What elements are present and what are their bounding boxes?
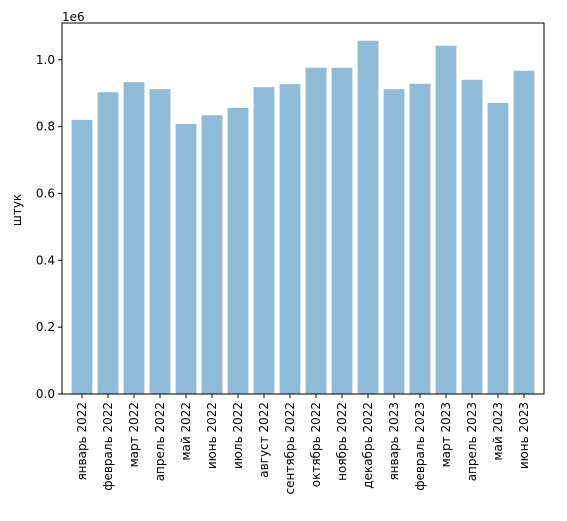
x-tick-label: август 2022: [257, 402, 271, 478]
bar-3: [123, 82, 145, 394]
x-tick-label: март 2022: [127, 402, 141, 467]
y-tick-label: 1.0: [36, 53, 55, 67]
bar-11: [331, 67, 353, 394]
x-tick-label: апрель 2022: [153, 402, 167, 481]
x-tick-label: март 2023: [439, 402, 453, 467]
x-tick-label: апрель 2023: [465, 402, 479, 481]
bars-group: [71, 40, 535, 395]
y-tick-label: 0.2: [36, 320, 55, 334]
bar-14: [409, 83, 431, 394]
y-axis-offset-label: 1e6: [62, 10, 85, 24]
plot-frame: [61, 22, 545, 395]
bar-10: [305, 67, 327, 394]
y-tick-label: 0.4: [36, 253, 55, 267]
x-tick-label: декабрь 2022: [361, 402, 375, 489]
bar-13: [383, 89, 405, 395]
x-tick-label: февраль 2023: [413, 402, 427, 491]
x-axis-ticks: январь 2022 февраль 2022 март 2022 апрель 2…: [75, 394, 531, 494]
y-axis-ticks: 0.0 0.2 0.4 0.6 0.8 1.0: [36, 53, 62, 401]
bar-2: [97, 92, 119, 394]
x-tick-label: июль 2022: [231, 402, 245, 469]
x-tick-label: май 2022: [179, 402, 193, 461]
bar-6: [201, 115, 223, 394]
x-tick-label: февраль 2022: [101, 402, 115, 491]
bar-18: [513, 70, 535, 395]
x-tick-label: ноябрь 2022: [335, 402, 349, 481]
x-tick-label: октябрь 2022: [309, 402, 323, 487]
y-axis-label: штук: [10, 194, 24, 226]
x-tick-label: май 2023: [491, 402, 505, 461]
x-tick-label: июнь 2023: [517, 402, 531, 469]
y-tick-label: 0.0: [36, 387, 55, 401]
bar-12: [357, 40, 379, 395]
bar-7: [227, 107, 249, 395]
bar-15: [435, 45, 457, 394]
bar-5: [175, 123, 197, 394]
bar-1: [71, 119, 93, 395]
y-tick-label: 0.6: [36, 186, 55, 200]
x-tick-label: июнь 2022: [205, 402, 219, 469]
bar-4: [149, 89, 171, 395]
x-tick-label: январь 2022: [75, 402, 89, 481]
bar-9: [279, 84, 301, 394]
bar-8: [253, 87, 275, 395]
x-tick-label: сентябрь 2022: [283, 402, 297, 494]
y-tick-label: 0.8: [36, 120, 55, 134]
bar-16: [461, 79, 483, 394]
bar-17: [487, 102, 509, 394]
x-tick-label: январь 2023: [387, 402, 401, 481]
